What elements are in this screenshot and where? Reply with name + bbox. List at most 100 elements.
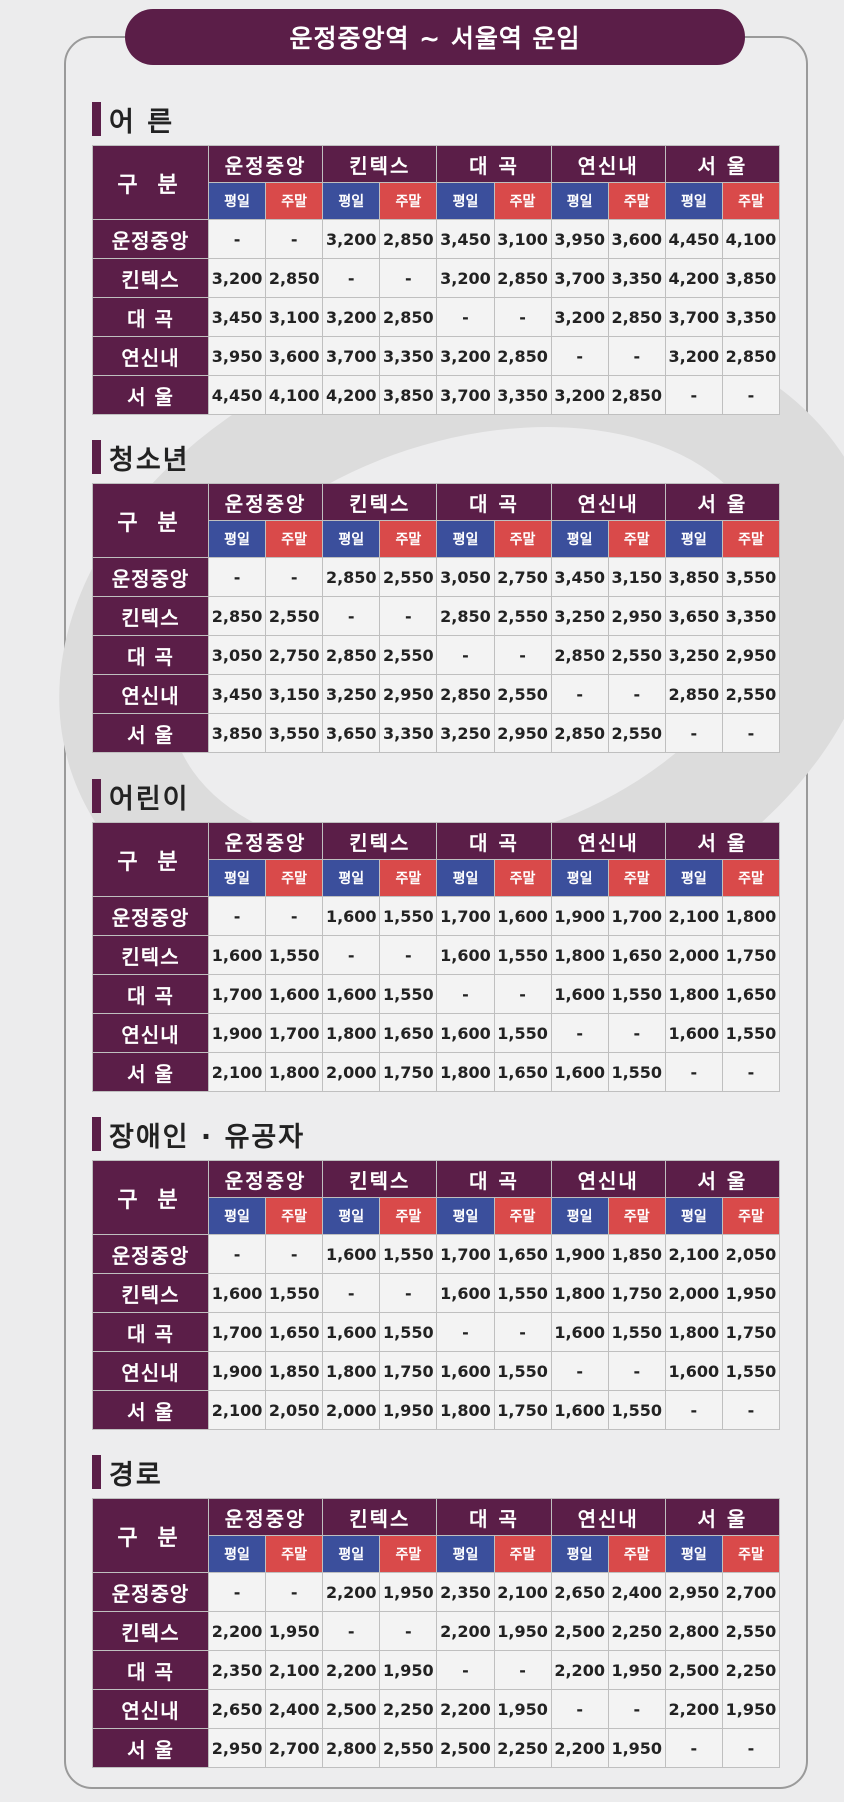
station-column-header: 서 울 [664, 483, 781, 521]
origin-station-label: 킨텍스 [92, 258, 209, 298]
fare-cell: 2,200 [436, 1611, 495, 1651]
fare-cell: - [379, 258, 438, 298]
fare-cell: 1,800 [550, 1273, 609, 1313]
station-column-header: 서 울 [664, 1160, 781, 1198]
fare-cell: 1,550 [607, 1390, 666, 1430]
fare-cell: 1,550 [379, 1312, 438, 1352]
origin-station-label: 대 곡 [92, 297, 209, 337]
fare-cell: 2,250 [379, 1689, 438, 1729]
fare-cell: 1,650 [493, 1234, 552, 1274]
weekend-header: 주말 [379, 1535, 438, 1573]
fare-cell: 3,700 [322, 336, 381, 376]
fare-cell: 3,350 [493, 375, 552, 415]
fare-cell: - [664, 1728, 723, 1768]
weekend-header: 주말 [265, 520, 324, 558]
fare-cell: 1,650 [265, 1312, 324, 1352]
fare-cell: 2,850 [265, 258, 324, 298]
table-row: 운정중앙 - -1,600 1,550 1,700 1,600 1,900 1,700 2,10… [92, 896, 781, 936]
origin-station-label: 운정중앙 [92, 896, 209, 936]
fare-cell: - [207, 219, 267, 259]
fare-cell: 3,450 [207, 297, 267, 337]
fare-cell: - [664, 375, 723, 415]
fare-cell: 1,750 [721, 935, 781, 975]
fare-cell: 2,850 [436, 596, 495, 636]
fare-cell: 1,950 [379, 1390, 438, 1430]
table-row: 연신내 1,900 1,850 1,800 1,750 1,600 1,550- -1,600… [92, 1351, 781, 1391]
fare-cell: 2,250 [493, 1728, 552, 1768]
fare-cell: 2,200 [664, 1689, 723, 1729]
fare-section: 어린이 구 분 운정중앙 킨텍스 대 곡 연신내 서 울 평일 주말 평일 주말 평일 주말 평일 주말 평일… [92, 772, 781, 1092]
fare-cell: - [265, 1234, 324, 1274]
fare-cell: 1,600 [436, 1013, 495, 1053]
fare-cell: 1,850 [607, 1234, 666, 1274]
fare-cell: 2,850 [379, 219, 438, 259]
weekend-header: 주말 [721, 859, 781, 897]
table-row: 대 곡 1,700 1,650 1,600 1,550- -1,600 1,550 1,800… [92, 1312, 781, 1352]
weekend-header: 주말 [379, 520, 438, 558]
fare-cell: 1,700 [436, 1234, 495, 1274]
fare-cell: 1,900 [550, 896, 609, 936]
fare-section: 경로 구 분 운정중앙 킨텍스 대 곡 연신내 서 울 평일 주말 평일 주말 평일 주말 평일 주말 평일 주… [92, 1448, 781, 1768]
fare-cell: 2,850 [550, 635, 609, 675]
table-row: 연신내 3,450 3,150 3,250 2,950 2,850 2,550- -2,850… [92, 674, 781, 714]
weekday-header: 평일 [664, 1197, 723, 1235]
fare-cell: 2,550 [493, 596, 552, 636]
fare-cell: 3,250 [550, 596, 609, 636]
fare-cell: 2,750 [493, 557, 552, 597]
weekday-header: 평일 [436, 520, 495, 558]
fare-cell: 3,550 [265, 713, 324, 753]
weekend-header: 주말 [493, 1197, 552, 1235]
station-column-header: 운정중앙 [207, 145, 324, 183]
fare-cell: 3,600 [607, 219, 666, 259]
fare-cell: - [493, 297, 552, 337]
fare-cell: 1,550 [379, 896, 438, 936]
fare-cell: 1,900 [207, 1013, 267, 1053]
fare-cell: 1,600 [550, 1052, 609, 1092]
origin-station-label: 운정중앙 [92, 1572, 209, 1612]
origin-station-label: 킨텍스 [92, 596, 209, 636]
fare-cell: - [436, 974, 495, 1014]
fare-cell: - [493, 974, 552, 1014]
fare-cell: 3,350 [721, 297, 781, 337]
fare-cell: 3,200 [550, 297, 609, 337]
weekend-header: 주말 [265, 859, 324, 897]
fare-cell: - [550, 674, 609, 714]
table-row: 대 곡 2,350 2,100 2,200 1,950- -2,200 1,950 2,500… [92, 1650, 781, 1690]
fare-cell: 1,600 [436, 1273, 495, 1313]
weekday-header: 평일 [322, 859, 381, 897]
fare-cell: 1,600 [664, 1013, 723, 1053]
station-column-header: 대 곡 [436, 822, 552, 860]
station-column-header: 운정중앙 [207, 1160, 324, 1198]
fare-cell: - [207, 1572, 267, 1612]
fare-cell: - [379, 596, 438, 636]
table-row: 킨텍스 1,600 1,550- -1,600 1,550 1,800 1,650 2,000… [92, 935, 781, 975]
section-marker-bar [92, 779, 101, 813]
fare-cell: 2,950 [379, 674, 438, 714]
station-column-header: 연신내 [550, 1498, 666, 1536]
fare-cell: 3,600 [265, 336, 324, 376]
fare-cell: 2,350 [436, 1572, 495, 1612]
fare-cell: 2,750 [265, 635, 324, 675]
fare-cell: 2,950 [607, 596, 666, 636]
section-heading: 청소년 [92, 433, 780, 481]
fare-cell: - [436, 1312, 495, 1352]
fare-cell: 1,550 [493, 1273, 552, 1313]
fare-cell: 2,650 [207, 1689, 267, 1729]
station-column-header: 킨텍스 [322, 822, 438, 860]
fare-table: 구 분 운정중앙 킨텍스 대 곡 연신내 서 울 평일 주말 평일 주말 평일 주말 평일 주말 평일 주말 운… [92, 145, 781, 415]
fare-cell: 1,750 [379, 1052, 438, 1092]
fare-cell: 2,850 [607, 297, 666, 337]
fare-cell: 1,600 [322, 1234, 381, 1274]
fare-cell: 3,350 [379, 336, 438, 376]
fare-cell: 1,550 [607, 1312, 666, 1352]
gubun-header: 구 분 [92, 145, 209, 220]
fare-cell: 2,650 [550, 1572, 609, 1612]
station-column-header: 킨텍스 [322, 1160, 438, 1198]
fare-cell: - [379, 1611, 438, 1651]
fare-cell: - [664, 1390, 723, 1430]
weekend-header: 주말 [493, 182, 552, 220]
fare-cell: 2,500 [322, 1689, 381, 1729]
section-heading: 어 른 [92, 95, 780, 143]
fare-cell: 2,250 [721, 1650, 781, 1690]
fare-cell: 2,550 [721, 674, 781, 714]
